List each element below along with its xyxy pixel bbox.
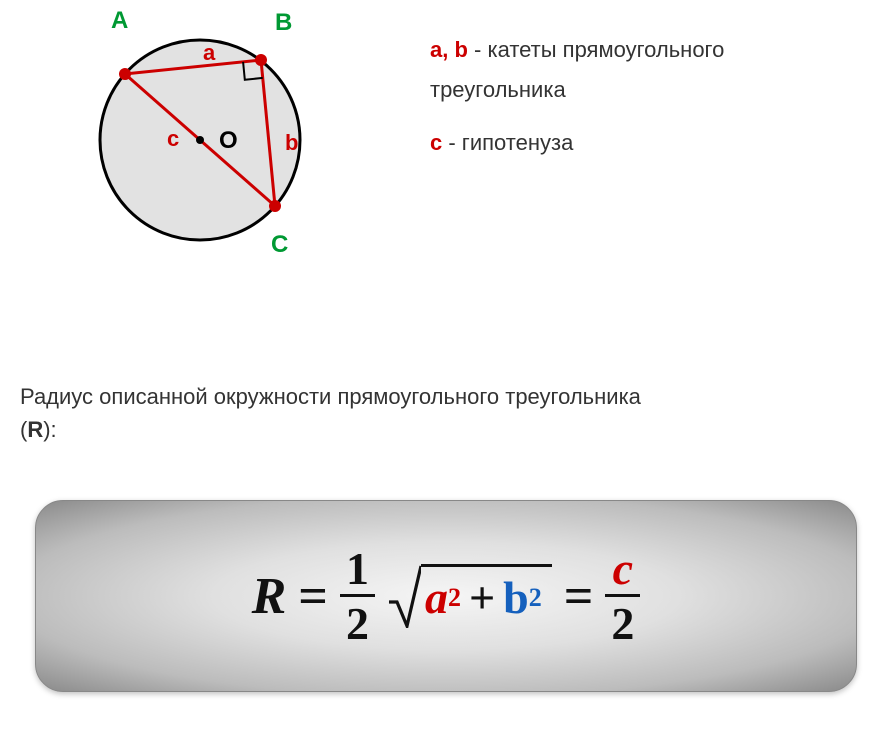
formula-radicand: a2 + b2 [421,564,552,628]
legend-line-2: треугольника [430,70,724,110]
formula-panel: R = 1 2 a2 + b2 = c 2 [35,500,857,692]
legend-block: a, b - катеты прямоугольного треугольник… [430,30,724,163]
formula: R = 1 2 a2 + b2 = c 2 [252,546,641,647]
svg-text:b: b [285,130,298,155]
svg-text:O: O [219,127,238,154]
description-block: Радиус описанной окружности прямоугольно… [20,380,641,446]
legend-var-c: c [430,130,442,155]
svg-text:a: a [203,40,216,65]
formula-half: 1 2 [340,546,375,647]
svg-text:B: B [275,9,292,36]
svg-text:A: A [111,7,128,34]
formula-R: R [252,567,287,626]
description-line-1: Радиус описанной окружности прямоугольно… [20,380,641,413]
formula-sqrt: a2 + b2 [387,564,552,628]
legend-line-1: a, b - катеты прямоугольного [430,30,724,70]
legend-line-3: c - гипотенуза [430,123,724,163]
triangle-inscribed-diagram: O A B Ca b c [75,0,325,280]
svg-text:C: C [271,231,288,258]
legend-vars-ab: a, b [430,37,468,62]
description-line-2: (R): [20,413,641,446]
formula-eq-1: = [298,567,328,626]
diagram-svg: O A B Ca b c [75,0,335,280]
legend-text-3: - гипотенуза [442,130,573,155]
sqrt-radical-icon [387,564,421,628]
formula-eq-2: = [564,567,594,626]
legend-text-1: - катеты прямоугольного [468,37,724,62]
formula-c-over-2: c 2 [605,546,640,647]
svg-text:c: c [167,126,179,151]
